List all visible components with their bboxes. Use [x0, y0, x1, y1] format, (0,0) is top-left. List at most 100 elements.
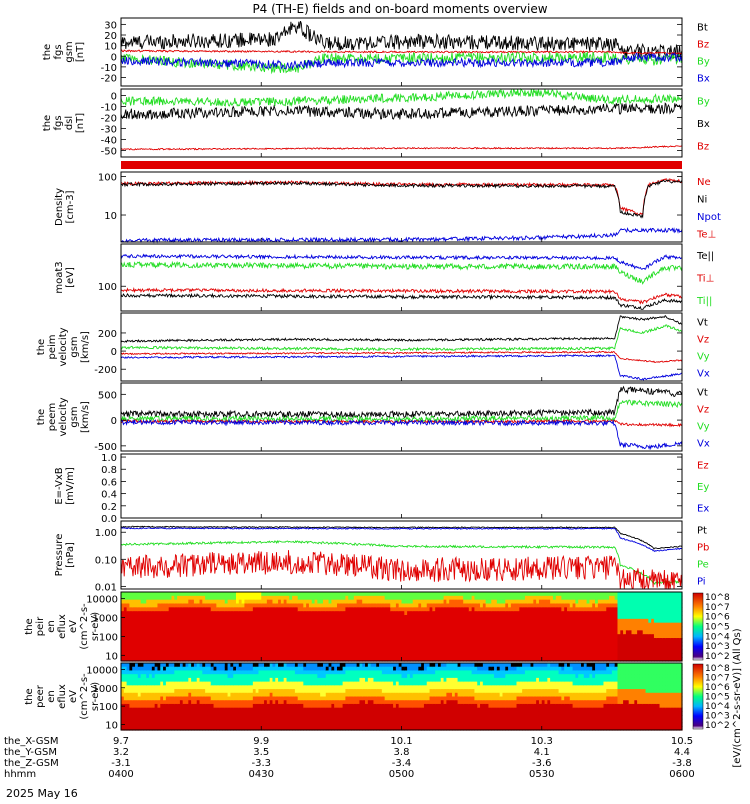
legend-entry: Pe	[697, 560, 709, 571]
y-axis-label: Density	[54, 188, 65, 226]
y-tick-label: 0.4	[101, 490, 117, 501]
y-tick-label: -20	[101, 114, 117, 125]
series-line-Pi	[121, 528, 682, 552]
y-axis-label: dsl	[64, 116, 75, 130]
series-line-Ni	[121, 180, 682, 217]
legend-entry: Pb	[697, 543, 709, 554]
y-axis-label: sr-eV)	[90, 612, 101, 641]
colorbar-tick-label: 10^2	[705, 652, 730, 662]
y-tick-label: 100	[98, 172, 117, 183]
y-axis-label: fgs	[53, 44, 64, 59]
y-tick-label: 0.8	[101, 465, 117, 476]
y-axis-label: [mV/m]	[65, 467, 76, 505]
panel-9: 10^810^710^610^510^410^310^2100001000100…	[24, 592, 730, 662]
y-axis-label: [km/s]	[80, 401, 91, 433]
colorbar-tick-label: 10^8	[705, 593, 730, 603]
y-axis-label: [km/s]	[80, 331, 91, 363]
legend-entry: By	[697, 57, 710, 68]
legend-entry: Pi	[697, 577, 706, 588]
y-tick-label: 0.0	[101, 514, 117, 525]
series-line-Bz	[121, 146, 682, 150]
legend-entry: Vx	[697, 369, 710, 380]
y-tick-label: 10	[105, 651, 118, 662]
legend-entry: Bx	[697, 119, 710, 130]
y-axis-label: moat3	[54, 261, 65, 293]
y-tick-label: 1.00	[95, 528, 117, 539]
panel-frame	[121, 244, 682, 311]
panel-frame	[121, 454, 682, 518]
panel-10: 10^810^710^610^510^410^310^2100001000100…	[24, 663, 730, 731]
y-axis-label: [nT]	[75, 42, 86, 62]
y-tick-label: 1.0	[101, 453, 117, 464]
y-tick-label: 0.10	[95, 555, 117, 566]
y-tick-label: 30	[104, 20, 117, 31]
colorbar-tick-label: 10^4	[705, 632, 730, 642]
y-axis-label: peir	[35, 616, 46, 636]
legend-entry: Vy	[697, 422, 710, 433]
series-line-Bx	[121, 53, 682, 68]
panel-frame	[121, 521, 682, 589]
legend-entry: Vt	[697, 388, 708, 399]
y-axis-label: gsm	[64, 41, 75, 62]
legend-entry: Vy	[697, 352, 710, 363]
series-line-Vy	[121, 400, 682, 422]
legend-entry: Ey	[697, 482, 709, 493]
y-tick-label: -40	[101, 135, 117, 146]
series-line-Vy	[121, 325, 682, 351]
y-axis-label: [nPa]	[65, 542, 76, 568]
y-axis-label: peem	[47, 403, 58, 431]
y-tick-label: 0	[111, 416, 117, 427]
y-axis-label: eflux	[57, 614, 68, 639]
y-tick-label: 100	[99, 632, 118, 643]
y-tick-label: 500	[98, 390, 117, 401]
series-line-By	[121, 89, 682, 106]
series-line-Bz	[121, 50, 682, 54]
y-axis-label: velocity	[58, 397, 69, 436]
y-tick-label: -200	[94, 365, 117, 376]
y-axis-label: [eV]	[65, 267, 76, 288]
colorbar-tick-label: 10^6	[705, 613, 730, 623]
legend-entry: Te⊥	[696, 229, 716, 240]
legend-entry: Ez	[697, 461, 709, 472]
series-line-Ti||	[121, 262, 682, 284]
separator-bar	[121, 161, 682, 169]
y-tick-label: 10	[104, 42, 117, 53]
y-tick-label: 10	[104, 211, 117, 222]
y-axis-label: Pressure	[54, 534, 65, 577]
y-axis-label: gsm	[69, 406, 80, 427]
legend-entry: Bx	[697, 74, 710, 85]
y-axis-label: the	[42, 115, 53, 131]
y-axis-label: E=-VxB	[54, 467, 65, 504]
legend-entry: Bt	[697, 23, 708, 34]
y-tick-label: 200	[98, 329, 117, 340]
series-line-Bx	[121, 103, 682, 119]
y-axis-label: the	[36, 409, 47, 425]
plot-title: P4 (TH-E) fields and on-board moments ov…	[252, 2, 547, 16]
y-axis-label: en	[46, 620, 57, 633]
legend-entry: Ne	[697, 177, 711, 188]
y-axis-label: [nT]	[75, 113, 86, 133]
legend-entry: Ex	[697, 503, 709, 514]
y-tick-label: -30	[101, 124, 117, 135]
y-tick-label: 10000	[86, 595, 118, 606]
series-line-Vx	[121, 420, 682, 449]
series-line-Bt	[121, 21, 682, 59]
y-tick-label: 20	[104, 31, 117, 42]
y-tick-label: 0	[111, 92, 117, 103]
y-axis-label: gsm	[69, 336, 80, 357]
y-tick-label: -500	[94, 442, 117, 453]
colorbar-tick-label: 10^3	[705, 642, 730, 652]
colorbar-tick-label: 10^5	[705, 623, 730, 633]
legend-entry: Vx	[697, 439, 710, 450]
y-tick-label: 100	[98, 282, 117, 293]
legend-entry: Ti||	[696, 296, 712, 307]
